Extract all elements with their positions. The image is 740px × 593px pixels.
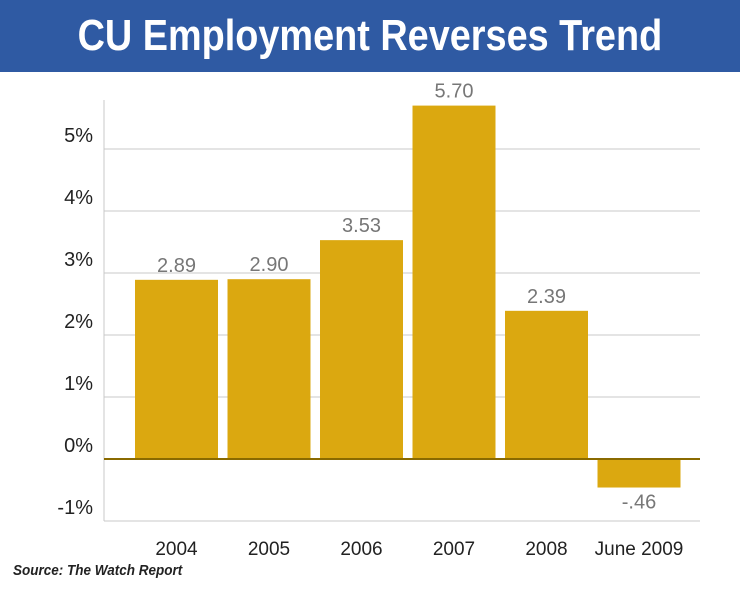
data-labels: 2.89 2.90 3.53 5.70 2.39 -.46 — [157, 81, 656, 514]
x-tick-label: 2004 — [155, 539, 198, 560]
data-label: 2.89 — [157, 255, 196, 277]
bar-2008 — [505, 310, 588, 459]
title-bar: CU Employment Reverses Trend — [0, 0, 740, 72]
data-label: 2.90 — [250, 254, 289, 276]
x-tick-label: 2007 — [433, 539, 475, 560]
data-label: 3.53 — [342, 215, 381, 237]
data-label: 5.70 — [435, 81, 474, 103]
x-tick-label: 2006 — [340, 539, 382, 560]
bar-2007 — [412, 105, 496, 459]
bar-2004 — [135, 279, 218, 459]
y-tick-label: 5% — [64, 125, 93, 147]
bar-june-2009 — [597, 459, 681, 488]
data-label: -.46 — [622, 492, 656, 514]
data-label: 2.39 — [527, 286, 566, 308]
y-tick-label: 2% — [64, 311, 93, 333]
source-note: Source: The Watch Report — [13, 562, 183, 579]
bar-2005 — [227, 279, 311, 459]
y-axis-tick-labels: -1% 0% 1% 2% 3% 4% 5% — [57, 125, 93, 519]
y-tick-label: 0% — [64, 435, 93, 457]
y-tick-label: 3% — [64, 249, 93, 271]
y-tick-label: 4% — [64, 187, 93, 209]
bars — [135, 105, 681, 488]
x-tick-label: June 2009 — [595, 539, 684, 560]
x-tick-label: 2005 — [248, 539, 290, 560]
x-tick-label: 2008 — [525, 539, 567, 560]
y-tick-label: -1% — [57, 497, 93, 519]
x-axis-tick-labels: 2004 2005 2006 2007 2008 June 2009 — [155, 539, 683, 560]
chart-title: CU Employment Reverses Trend — [77, 11, 663, 60]
y-tick-label: 1% — [64, 373, 93, 395]
bar-2006 — [320, 240, 403, 459]
